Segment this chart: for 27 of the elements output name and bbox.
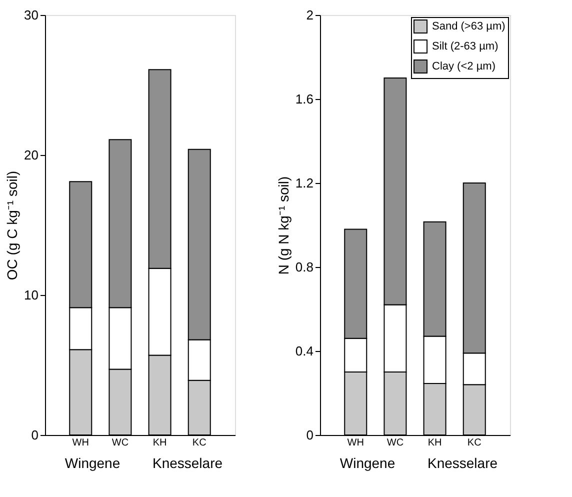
x-tick-label: KC — [467, 438, 482, 448]
legend-label: Silt (2-63 µm) — [432, 40, 498, 52]
y-tick-label: 20 — [24, 148, 38, 162]
x-tick-label: WH — [347, 438, 364, 448]
x-tick-label: WC — [386, 438, 404, 448]
x-tick-label: KC — [192, 438, 206, 448]
y-axis-title: N (g N kg⁻¹ soil) — [275, 176, 292, 275]
y-axis-title: OC (g C kg⁻¹ soil) — [4, 170, 20, 280]
y-tick-label: 1.6 — [295, 92, 314, 106]
text: Wingene — [340, 455, 396, 471]
y-tick-label: 0.8 — [295, 260, 314, 274]
text: Knesselare — [152, 455, 223, 471]
text: Knesselare — [427, 455, 498, 471]
y-tick-label: 30 — [24, 8, 38, 22]
y-tick-label: 0.4 — [295, 344, 314, 358]
x-tick-label: KH — [152, 438, 167, 448]
y-tick-label: 0 — [306, 428, 314, 442]
legend-label: Clay (<2 µm) — [432, 60, 496, 72]
legend-label: Sand (>63 µm) — [432, 20, 506, 32]
x-tick-label: KH — [428, 438, 442, 448]
y-tick-label: 0 — [31, 428, 38, 442]
x-tick-label: WH — [72, 438, 89, 448]
x-tick-label: WC — [112, 438, 129, 448]
text: Wingene — [64, 455, 120, 471]
y-tick-label: 10 — [24, 288, 38, 302]
y-tick-label: 2 — [306, 8, 314, 22]
y-tick-label: 1.2 — [295, 176, 314, 190]
